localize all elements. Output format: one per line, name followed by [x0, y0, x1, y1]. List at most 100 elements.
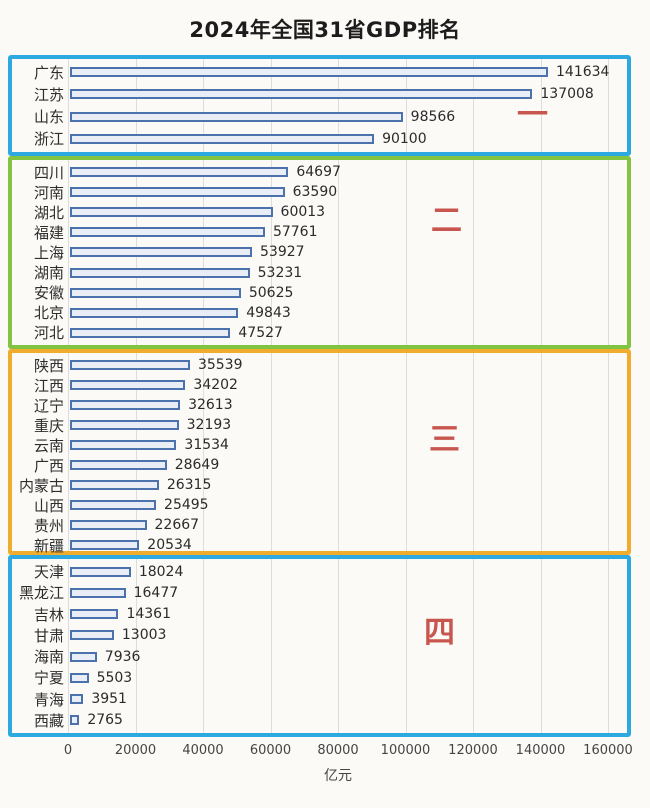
x-tick-label: 100000 — [380, 743, 431, 758]
province-label: 云南 — [33, 436, 64, 455]
province-label: 黑龙江 — [18, 584, 64, 603]
value-label: 22667 — [154, 517, 200, 533]
province-label: 宁夏 — [33, 669, 64, 688]
gridline — [203, 59, 204, 733]
bar-row: 内蒙古 26315 — [12, 475, 627, 495]
province-label: 陕西 — [33, 356, 64, 375]
gridline-layer — [0, 55, 650, 737]
value-label: 13003 — [121, 627, 167, 644]
x-tick-label: 60000 — [249, 743, 292, 758]
tier-2-box: 四川 64697 河南 63590 湖北 60013 福建 57761 上海 53927 湖南 532… — [8, 156, 631, 349]
value-label: 50625 — [248, 284, 294, 301]
x-tick-label: 160000 — [583, 743, 633, 758]
value-label: 63590 — [292, 184, 338, 201]
x-tick-label: 140000 — [515, 743, 566, 758]
bar-row: 广东 141634 — [12, 62, 627, 82]
gdp-bar — [70, 694, 84, 705]
province-label: 江苏 — [33, 85, 64, 104]
bar-row: 黑龙江 16477 — [12, 583, 627, 603]
value-label: 57761 — [272, 224, 318, 241]
province-label: 河北 — [33, 324, 64, 343]
province-label: 四川 — [33, 163, 64, 182]
province-label: 安徽 — [33, 284, 64, 303]
gdp-bar — [70, 672, 89, 683]
bar-row: 北京 49843 — [12, 303, 627, 323]
bar-row: 吉林 14361 — [12, 604, 627, 624]
x-tick-label: 20000 — [114, 743, 157, 758]
gdp-bar — [70, 715, 80, 726]
gdp-bar — [70, 287, 241, 298]
value-label: 31534 — [184, 437, 229, 453]
value-label: 25495 — [164, 497, 209, 513]
value-label: 5503 — [96, 669, 133, 686]
value-label: 49843 — [246, 304, 291, 321]
province-label: 新疆 — [33, 536, 64, 555]
value-label: 32193 — [186, 417, 232, 433]
gdp-bar — [70, 187, 285, 198]
bar-row: 山西 25495 — [12, 495, 627, 515]
x-tick-label: 0 — [63, 743, 73, 758]
province-label: 河南 — [33, 183, 64, 202]
gdp-bar — [70, 307, 239, 318]
tier-4-box: 天津 18024 黑龙江 16477 吉林 14361 甘肃 13003 海南 7936 宁夏 550… — [8, 555, 631, 737]
value-label: 34202 — [193, 377, 238, 393]
bar-row: 甘肃 13003 — [12, 625, 627, 645]
province-label: 北京 — [33, 304, 64, 323]
gridline — [405, 59, 407, 733]
gridline — [338, 59, 339, 733]
gridline — [68, 59, 69, 733]
value-label: 90100 — [382, 130, 427, 147]
gdp-bar — [70, 207, 273, 218]
value-label: 64697 — [296, 164, 341, 181]
bar-row: 重庆 32193 — [12, 415, 627, 435]
bar-row: 贵州 22667 — [12, 515, 627, 535]
value-label: 3951 — [91, 691, 127, 708]
province-label: 上海 — [33, 243, 64, 262]
gdp-bar — [70, 566, 131, 577]
value-label: 16477 — [133, 584, 179, 601]
province-label: 山西 — [33, 496, 64, 515]
bar-row: 宁夏 5503 — [12, 668, 627, 688]
gdp-bar — [70, 420, 179, 430]
province-label: 广东 — [33, 63, 64, 82]
bar-row: 新疆 20534 — [12, 535, 627, 555]
province-label: 贵州 — [33, 516, 64, 535]
bar-row: 山东 98566 — [12, 107, 627, 127]
value-label: 137008 — [540, 86, 594, 103]
gdp-bar — [70, 89, 533, 100]
bar-row: 天津 18024 — [12, 562, 627, 582]
gdp-bar — [70, 651, 97, 662]
bar-row: 青海 3951 — [12, 689, 627, 709]
value-label: 2765 — [87, 712, 123, 729]
province-label: 甘肃 — [33, 626, 64, 645]
value-label: 32613 — [188, 397, 233, 413]
tier-4-rank-marker: 四 — [424, 615, 455, 651]
bar-row: 海南 7936 — [12, 647, 627, 667]
value-label: 7936 — [104, 648, 141, 665]
x-tick-label: 120000 — [448, 743, 498, 758]
province-label: 浙江 — [33, 130, 64, 149]
bar-row: 河南 63590 — [12, 182, 627, 202]
gdp-bar — [70, 67, 548, 78]
province-label: 青海 — [33, 690, 64, 709]
gdp-bar — [70, 111, 403, 122]
gdp-bar — [70, 327, 231, 338]
x-axis-unit-label: 亿元 — [324, 768, 352, 784]
province-label: 江西 — [33, 376, 64, 395]
value-label: 53927 — [260, 244, 305, 261]
tier-1-box: 广东 141634 江苏 137008 山东 98566 浙江 90100 — [8, 55, 631, 156]
gridline — [135, 59, 137, 733]
province-label: 天津 — [33, 563, 64, 582]
bar-row: 江苏 137008 — [12, 84, 627, 104]
bar-row: 辽宁 32613 — [12, 395, 627, 415]
province-label: 吉林 — [33, 605, 64, 624]
value-label: 60013 — [280, 204, 326, 221]
gdp-bar — [70, 380, 186, 390]
bar-row: 陕西 35539 — [12, 355, 627, 375]
gridline — [608, 59, 609, 733]
province-label: 辽宁 — [33, 396, 64, 415]
province-label: 湖北 — [33, 203, 64, 222]
tier-3-box: 陕西 35539 江西 34202 辽宁 32613 重庆 32193 云南 31534 广西 286… — [8, 349, 631, 555]
province-label: 海南 — [33, 648, 64, 667]
